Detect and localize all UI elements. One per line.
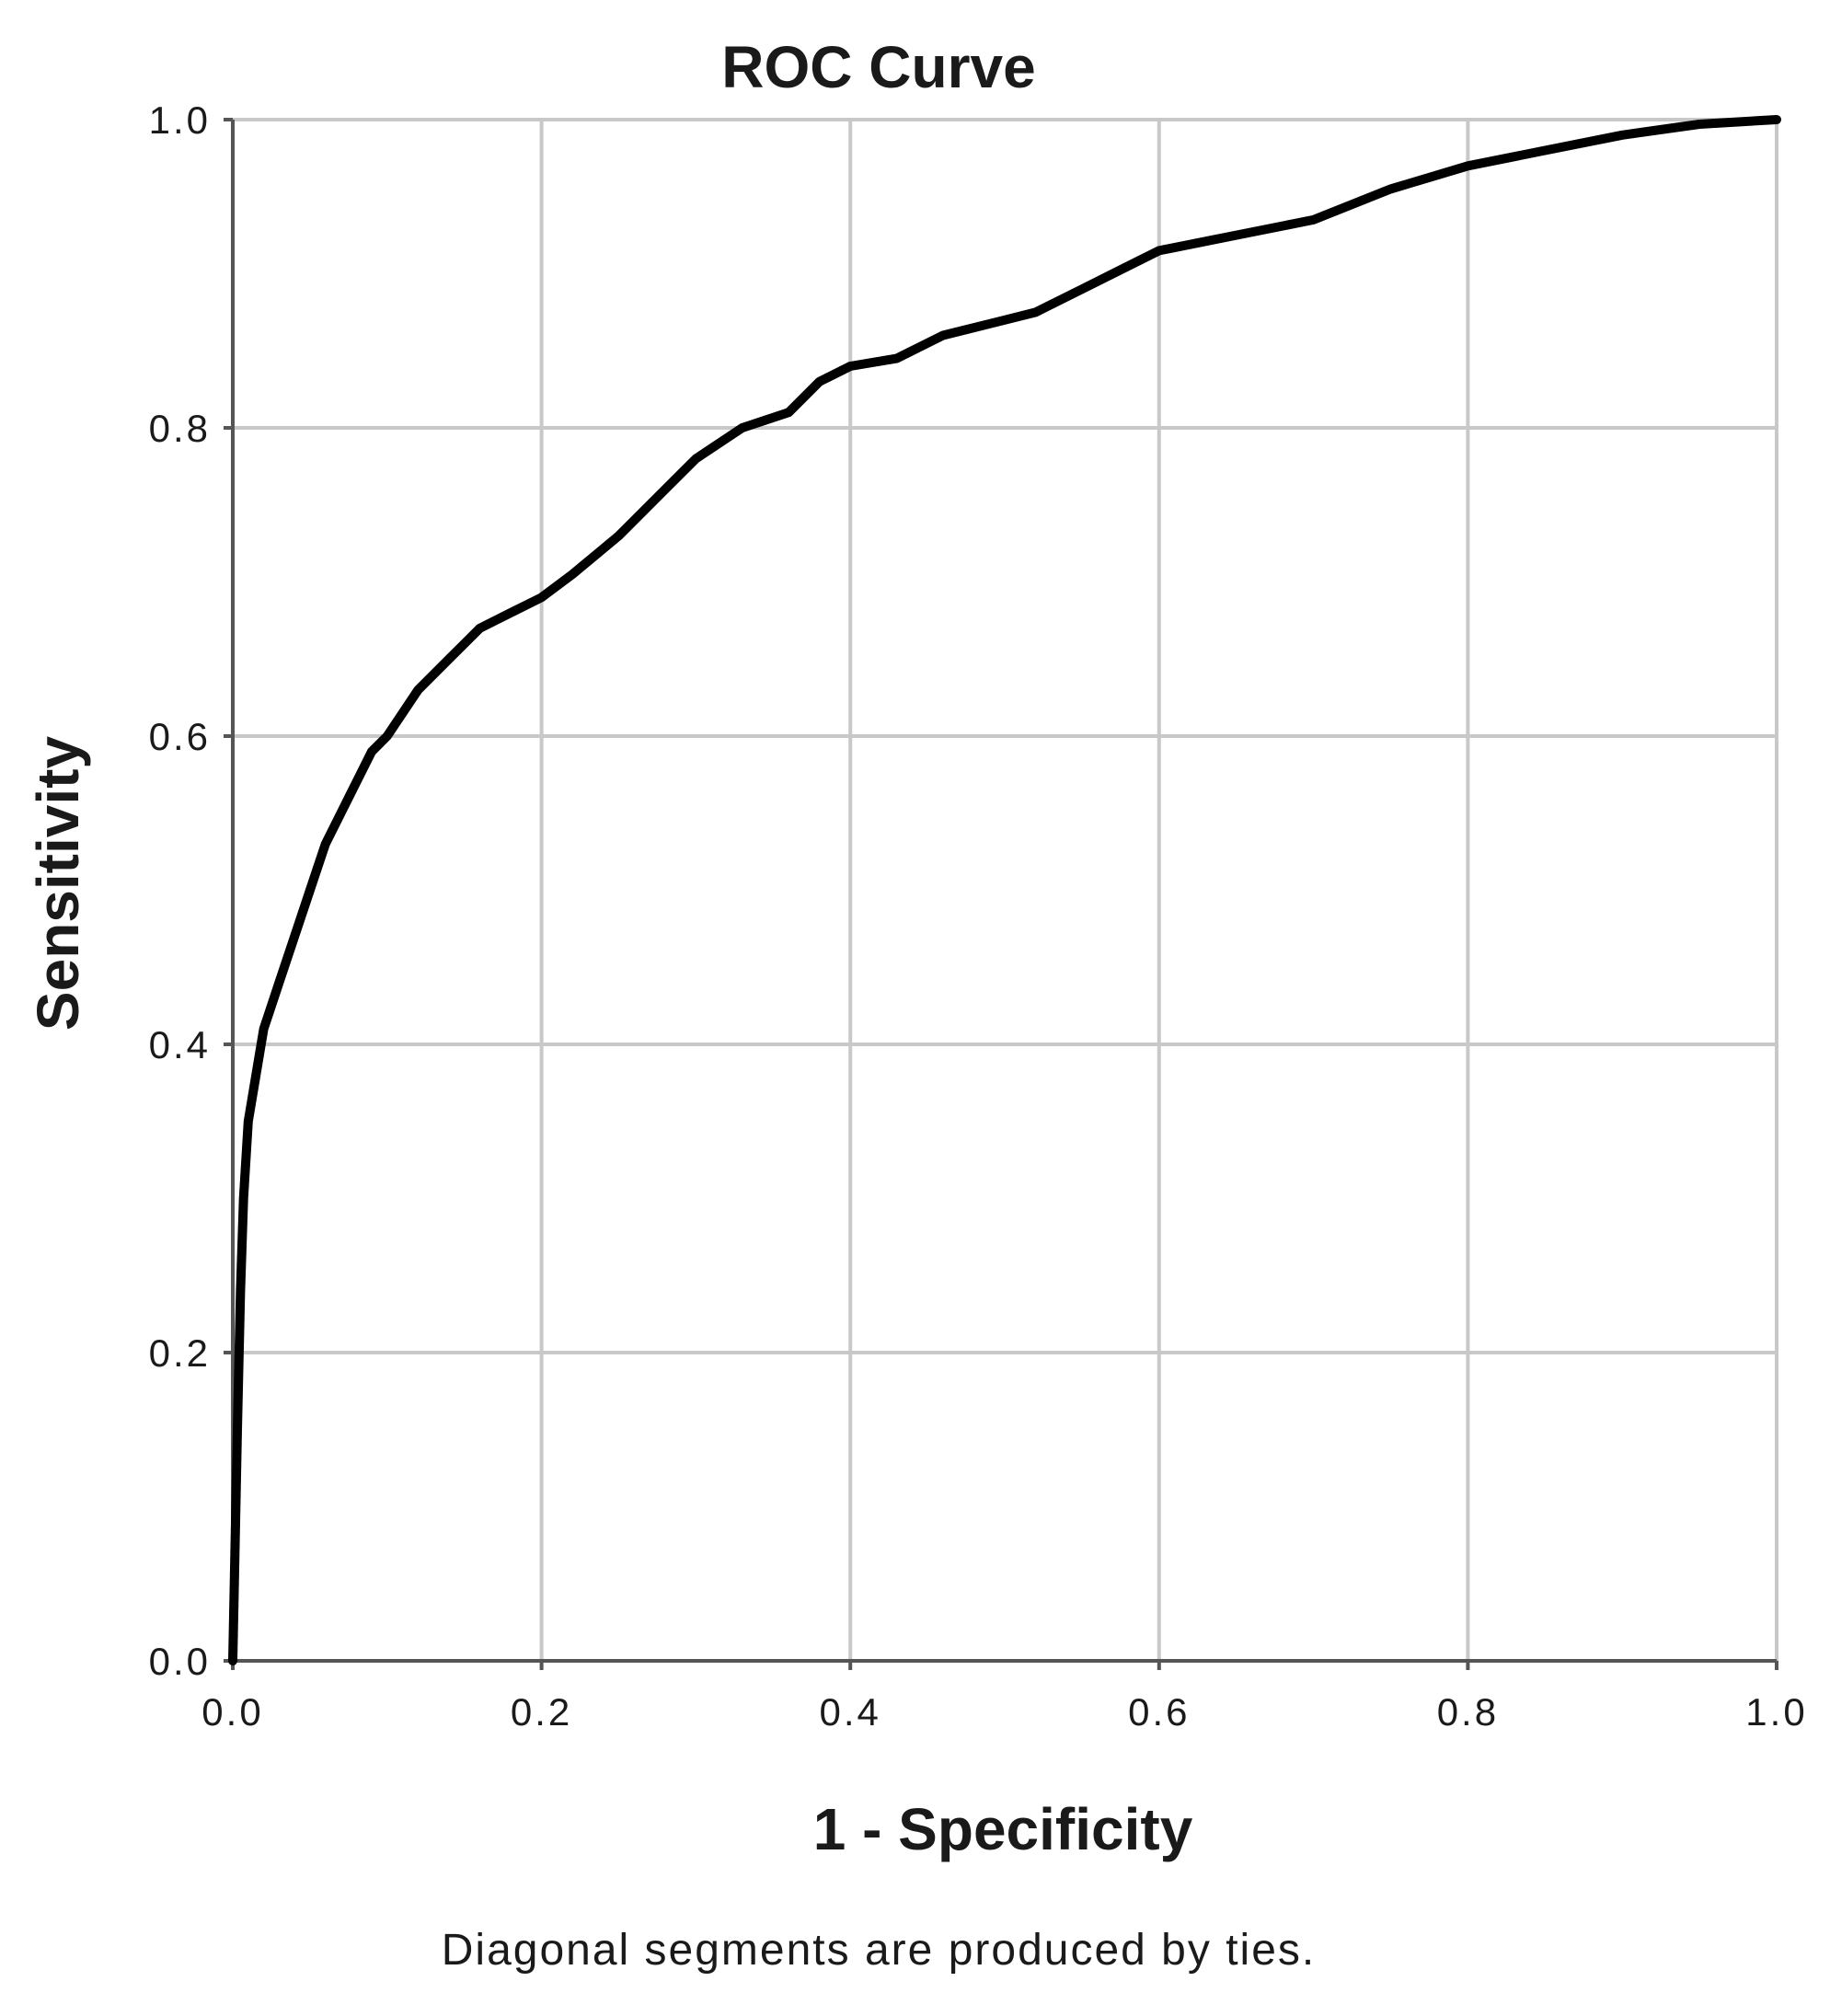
x-tick-label-4: 0.8 — [1437, 1690, 1499, 1734]
y-tick-label-0: 0.0 — [149, 1640, 211, 1683]
y-tick-label-4: 0.8 — [149, 407, 211, 450]
y-tick-label-1: 0.2 — [149, 1331, 211, 1375]
y-axis-label: Sensitivity — [25, 736, 91, 1031]
x-tick-label-0: 0.0 — [201, 1690, 263, 1734]
y-tick-label-3: 0.6 — [149, 715, 211, 758]
y-tick-label-5: 1.0 — [149, 98, 211, 142]
x-tick-label-5: 1.0 — [1745, 1690, 1807, 1734]
x-axis-label: 1 - Specificity — [813, 1796, 1193, 1862]
x-tick-label-2: 0.4 — [820, 1690, 881, 1734]
chart-footnote: Diagonal segments are produced by ties. — [442, 1926, 1317, 1975]
plot-area: 0.0 0.2 0.4 0.6 0.8 1.0 0.0 0.2 0.4 0.6 0.8 1.0 — [149, 98, 1807, 1734]
x-tick-label-1: 0.2 — [511, 1690, 572, 1734]
chart-title: ROC Curve — [721, 34, 1035, 100]
roc-curve-line-0 — [228, 115, 1781, 1665]
y-tick-label-2: 0.4 — [149, 1023, 211, 1066]
x-tick-label-3: 0.6 — [1128, 1690, 1190, 1734]
